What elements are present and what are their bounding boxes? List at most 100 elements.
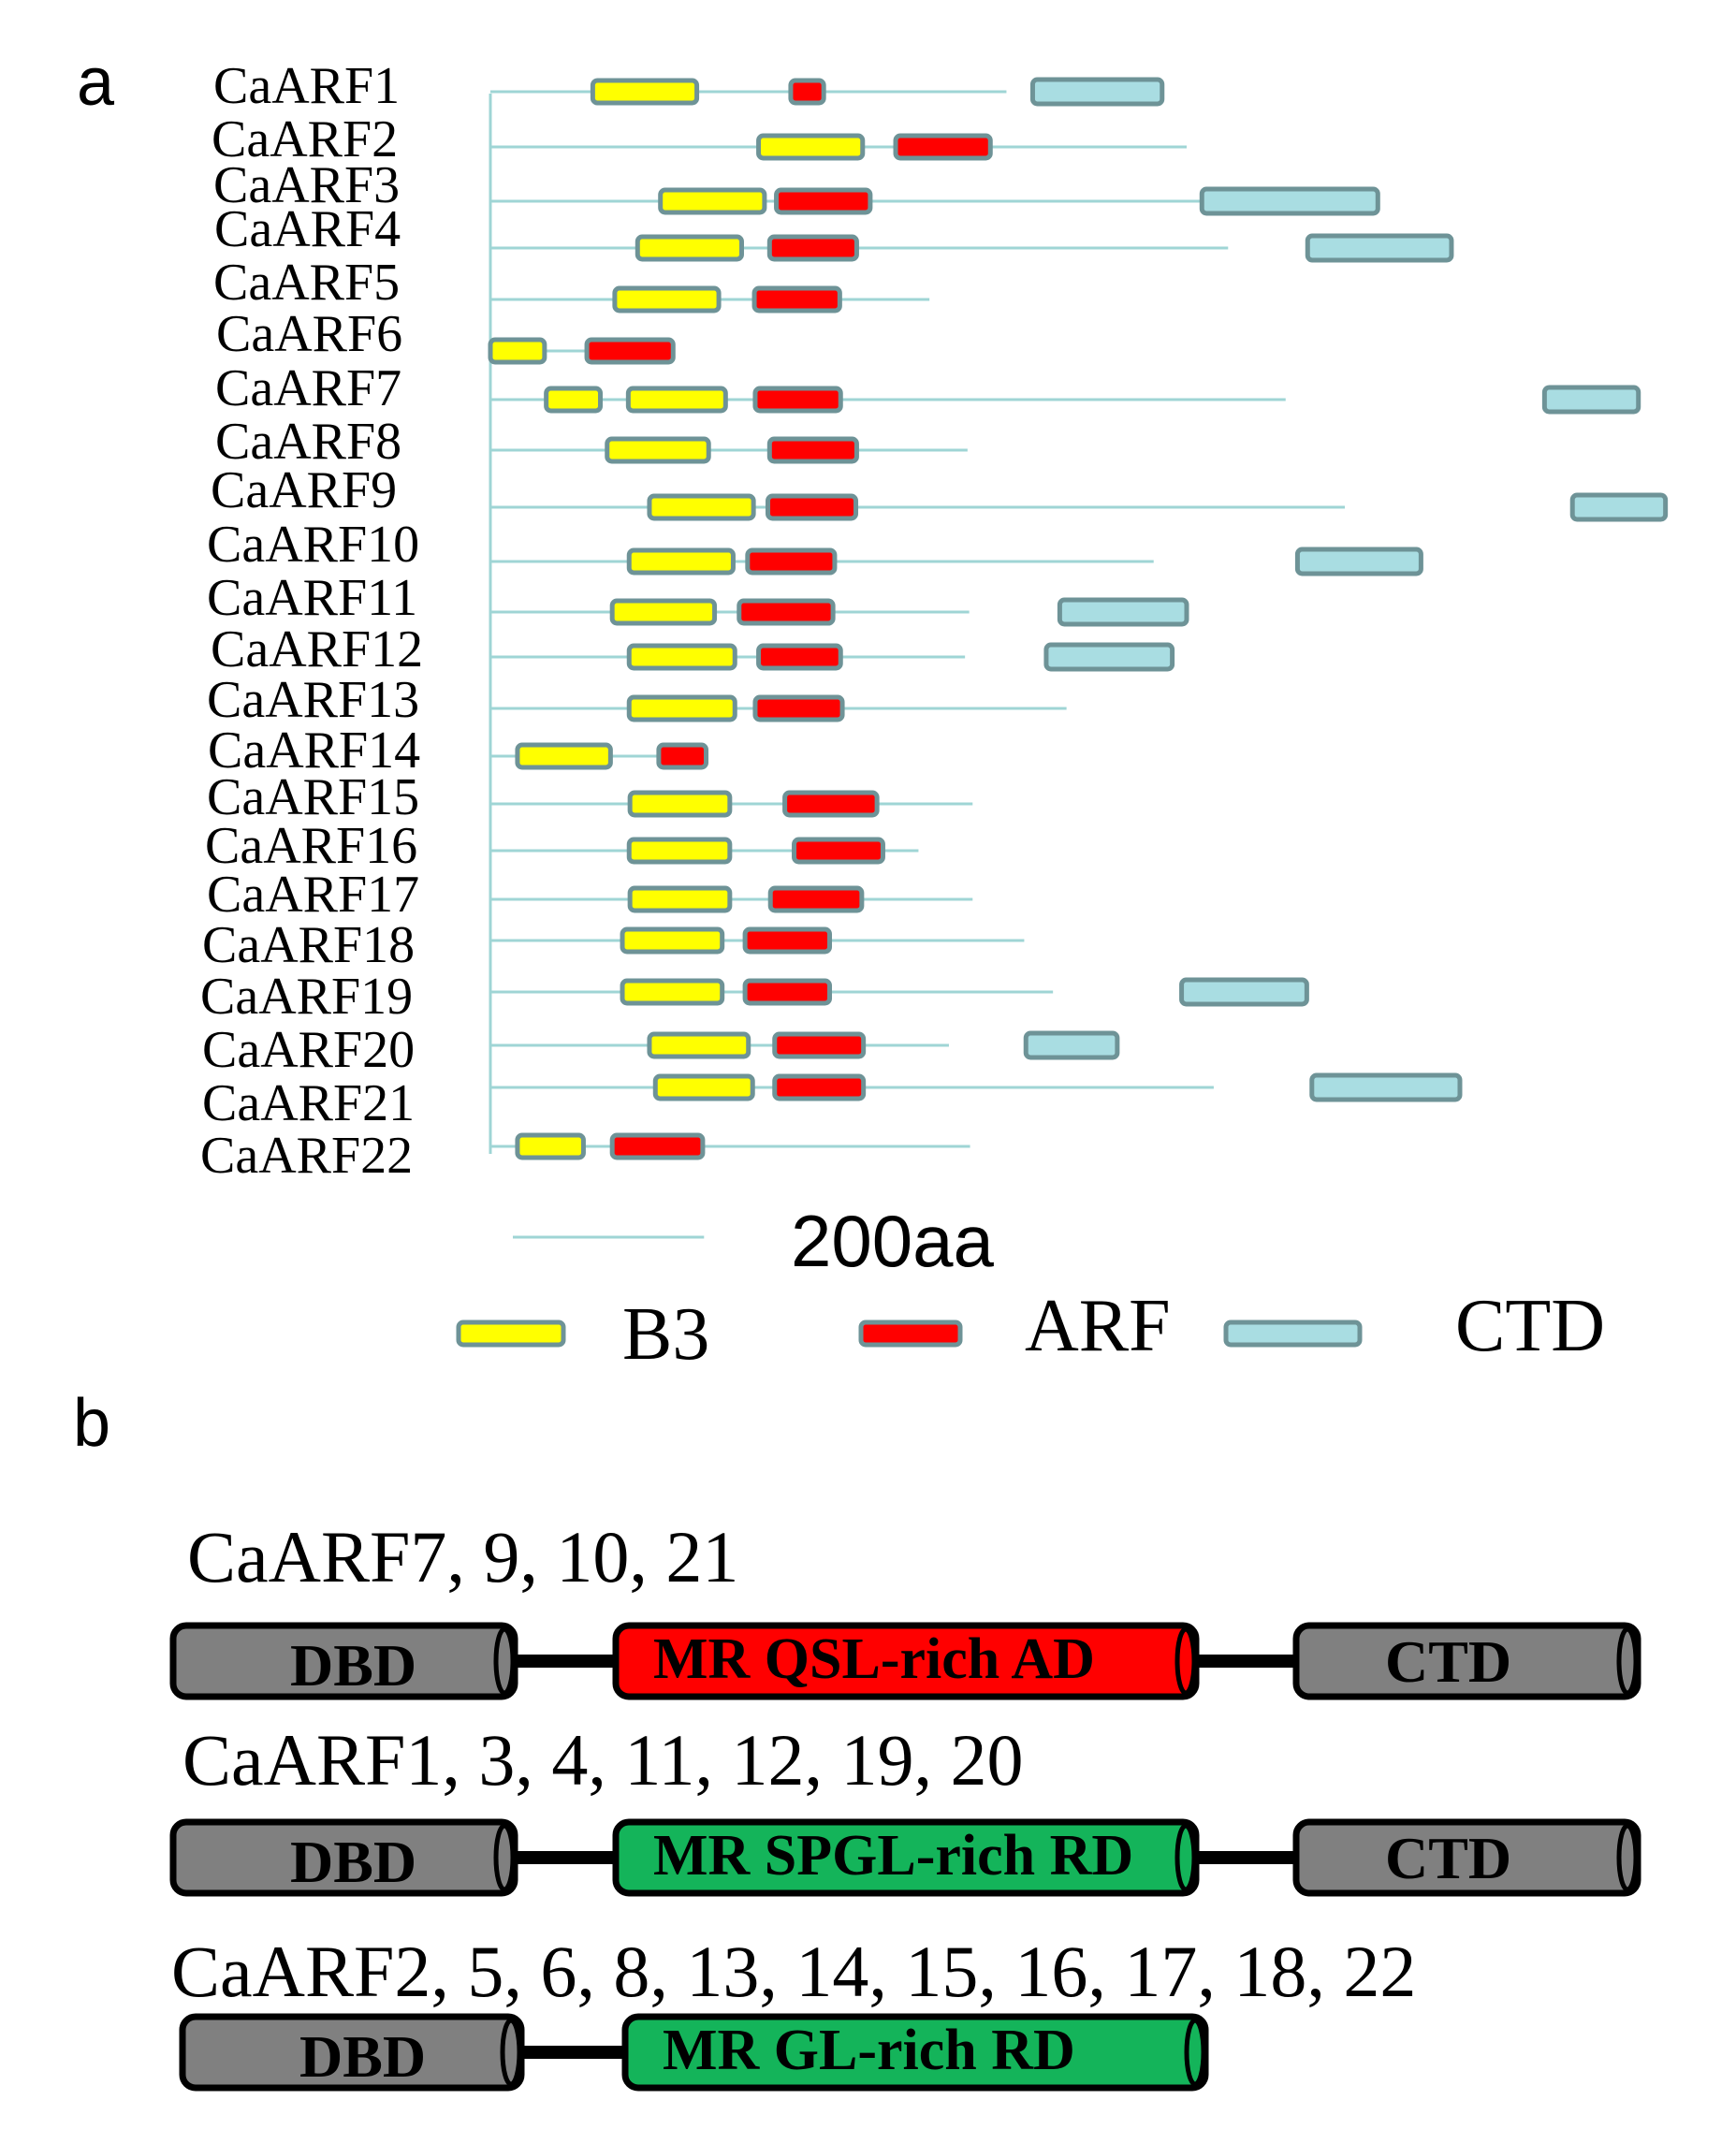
b3-domain	[756, 133, 866, 161]
b3-domain	[620, 926, 725, 955]
b3-domain	[605, 436, 711, 464]
protein-name: CaARF9	[211, 461, 397, 519]
dbd-label: DBD	[290, 1829, 416, 1895]
mr-segment-end	[1174, 1626, 1197, 1696]
arf-domain	[752, 386, 843, 414]
arf-domain	[774, 187, 873, 215]
arf-domain	[792, 837, 885, 865]
ctd-domain	[1057, 597, 1189, 627]
b3-domain	[612, 285, 722, 314]
protein-name: CaARF3	[213, 156, 400, 214]
protein-name: CaARF2	[212, 110, 398, 168]
b3-domain	[515, 1132, 586, 1160]
protein-name: CaARF11	[207, 569, 417, 627]
protein-row	[490, 186, 1380, 216]
legend-item-b3: B3	[456, 1293, 709, 1376]
arf-domain	[772, 1031, 867, 1059]
scale-label: 200aa	[791, 1200, 995, 1282]
protein-name: CaARF6	[216, 305, 402, 363]
ctd-domain	[1043, 642, 1175, 672]
arf-domain	[742, 926, 833, 955]
b3-domain	[627, 790, 733, 818]
dbd-segment-end	[493, 1626, 516, 1696]
arf-domain	[782, 790, 880, 818]
arf-domain	[756, 643, 843, 671]
protein-row	[490, 436, 968, 464]
b3-domain	[626, 547, 736, 576]
protein-row	[490, 133, 1187, 161]
legend-label: B3	[622, 1293, 709, 1376]
protein-name: CaARF20	[202, 1021, 415, 1079]
panel-a: a CaARF1CaARF2CaARF3CaARF4CaARF5CaARF6Ca…	[77, 45, 1669, 1376]
panel-b-label: b	[73, 1386, 110, 1461]
protein-row	[490, 1030, 1120, 1060]
b3-domain	[626, 643, 737, 671]
protein-row	[490, 694, 1067, 722]
architecture-group: CaARF2, 5, 6, 8, 13, 14, 15, 16, 17, 18,…	[171, 1931, 1416, 2092]
arf-domain	[742, 978, 833, 1006]
protein-name: CaARF22	[200, 1127, 413, 1185]
arf-domain	[766, 234, 859, 262]
protein-name: CaARF15	[207, 768, 419, 826]
protein-name: CaARF17	[207, 866, 419, 924]
protein-row	[490, 837, 919, 865]
protein-name: CaARF1	[213, 57, 400, 115]
b3-domain	[627, 885, 733, 913]
group-title: CaARF1, 3, 4, 11, 12, 19, 20	[182, 1719, 1024, 1801]
protein-name: CaARF4	[214, 200, 401, 258]
mr-label: MR SPGL-rich RD	[653, 1824, 1133, 1888]
dbd-segment-end	[493, 1823, 516, 1892]
dbd-label: DBD	[299, 2023, 426, 2090]
protein-row	[490, 77, 1165, 107]
protein-row	[490, 642, 1175, 672]
ctd-domain	[1294, 547, 1423, 576]
ctd-domain	[1023, 1030, 1120, 1060]
architecture-group: CaARF7, 9, 10, 21 DBD MR QSL-rich AD CTD	[169, 1516, 1641, 1700]
ctd-label: CTD	[1385, 1628, 1511, 1695]
protein-name: CaARF21	[202, 1074, 415, 1132]
b3-domain	[647, 1031, 751, 1059]
protein-name: CaARF7	[215, 359, 401, 417]
legend-swatch	[1223, 1320, 1363, 1348]
arf-domain	[609, 1132, 706, 1160]
group-title: CaARF2, 5, 6, 8, 13, 14, 15, 16, 17, 18,…	[171, 1931, 1416, 2012]
b3-domain	[626, 837, 733, 865]
protein-row	[488, 337, 676, 365]
legend-label: CTD	[1455, 1285, 1605, 1367]
protein-row	[490, 790, 973, 818]
protein-name: CaARF14	[208, 722, 420, 780]
arf-domain	[772, 1073, 867, 1101]
ctd-segment-end	[1616, 1626, 1639, 1696]
ctd-domain	[1541, 385, 1641, 415]
b3-domain	[635, 234, 744, 262]
arf-domain	[751, 285, 842, 314]
b3-domain	[590, 78, 700, 106]
architecture-group: CaARF1, 3, 4, 11, 12, 19, 20 DBD MR SPGL-r…	[169, 1719, 1641, 1897]
arf-domain	[766, 436, 859, 464]
b3-domain	[658, 187, 767, 215]
arf-domain	[788, 78, 826, 106]
legend-swatch	[858, 1320, 963, 1348]
protein-row	[490, 742, 709, 770]
mr-segment-end	[1174, 1823, 1197, 1892]
protein-name: CaARF16	[205, 817, 417, 875]
ctd-domain	[1179, 977, 1309, 1007]
protein-name: CaARF19	[200, 968, 413, 1026]
mr-label: MR QSL-rich AD	[653, 1627, 1095, 1691]
protein-tracks	[488, 77, 1669, 1160]
b3-domain	[515, 742, 613, 770]
ctd-segment-end	[1616, 1823, 1639, 1892]
protein-name: CaARF5	[213, 254, 400, 312]
protein-name: CaARF18	[202, 916, 415, 974]
ctd-domain	[1305, 233, 1454, 263]
protein-row	[490, 385, 1641, 415]
mr-segment-end	[1184, 2018, 1206, 2087]
b3-domain	[609, 598, 718, 626]
protein-row	[490, 233, 1454, 263]
arf-domain	[893, 133, 993, 161]
b3-domain	[647, 493, 756, 521]
ctd-domain	[1309, 1072, 1463, 1102]
ctd-domain	[1569, 492, 1669, 522]
protein-name: CaARF13	[207, 671, 419, 729]
